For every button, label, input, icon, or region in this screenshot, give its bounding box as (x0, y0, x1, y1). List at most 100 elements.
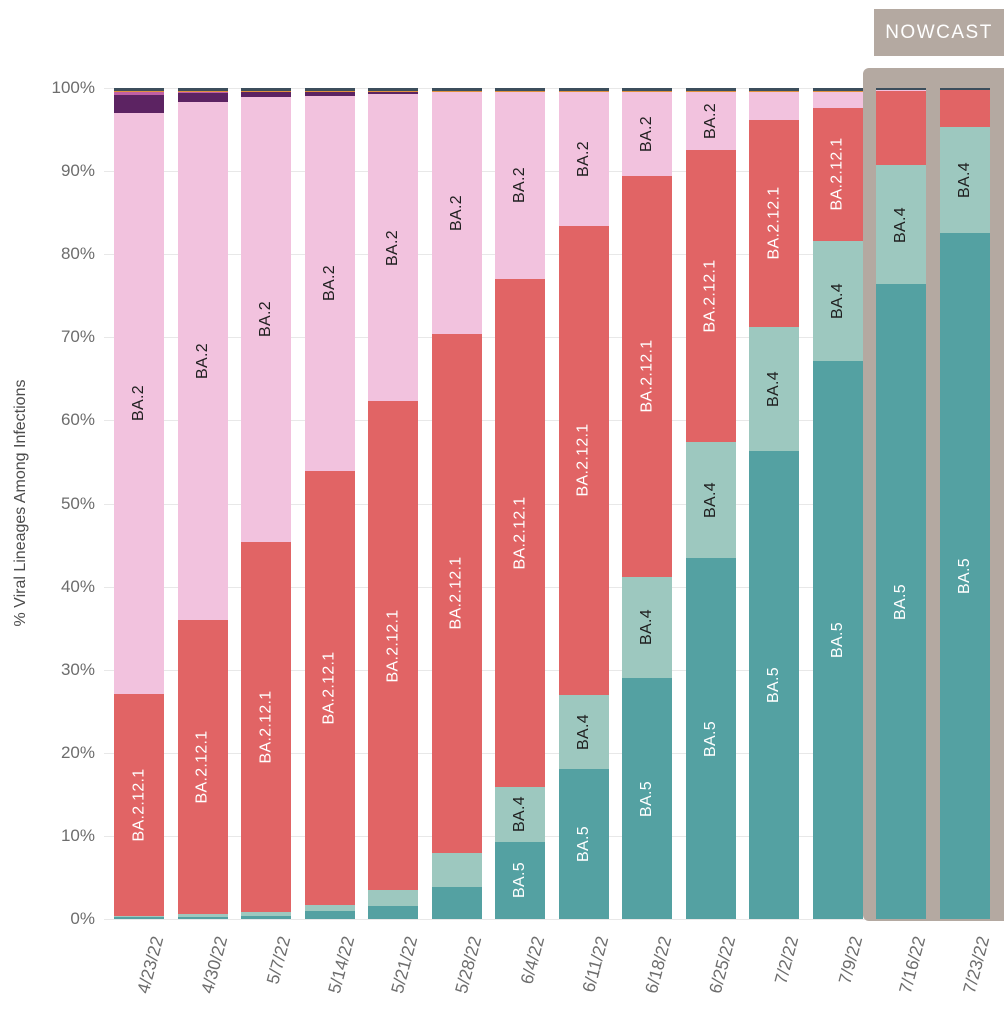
segment-B.1.617.2[interactable] (431, 90, 482, 92)
segment-B.1.617.2[interactable] (685, 90, 736, 92)
segment-BA.2.12.1[interactable]: BA.2.12.1 (304, 471, 355, 905)
segment-BA.4[interactable]: BA.4 (749, 327, 800, 452)
segment-B.1.617.2[interactable] (622, 90, 673, 92)
segment-BA.2[interactable]: BA.2 (495, 91, 546, 280)
segment-Other[interactable] (368, 88, 419, 91)
segment-BA.5[interactable] (304, 910, 355, 919)
segment-Other[interactable] (114, 88, 164, 91)
segment-BA.4[interactable] (304, 904, 355, 911)
segment-BA.4[interactable]: BA.4 (558, 694, 609, 770)
segment-B.1.1.529[interactable] (241, 91, 292, 93)
segment-BA.5[interactable]: BA.5 (812, 360, 863, 919)
segment-BA.2[interactable]: BA.2 (114, 112, 164, 694)
segment-Other[interactable] (431, 88, 482, 91)
segment-BA.2.12.1[interactable]: BA.2.12.1 (241, 541, 292, 913)
segment-BA.4[interactable] (368, 889, 419, 906)
segment-B.1.617.2[interactable] (812, 90, 863, 92)
segment-label: BA.2.12.1 (638, 339, 656, 413)
segment-BA.4[interactable] (114, 915, 164, 918)
segment-B.1.617.2[interactable] (749, 90, 800, 92)
segment-BA.2.12.1[interactable]: BA.2.12.1 (495, 279, 546, 787)
segment-BA.1.1[interactable] (114, 94, 164, 113)
segment-Other[interactable] (876, 88, 927, 90)
gridline-100 (104, 88, 1004, 89)
segment-BA.2[interactable]: BA.2 (622, 91, 673, 177)
segment-BA.4[interactable] (241, 912, 292, 916)
segment-BA.2[interactable]: BA.2 (241, 97, 292, 542)
segment-Other[interactable] (685, 88, 736, 91)
segment-BA.2.12.1[interactable]: BA.2.12.1 (114, 693, 164, 916)
segment-label: BA.2 (447, 195, 465, 232)
segment-BA.5[interactable]: BA.5 (622, 678, 673, 919)
segment-B.1.1.529[interactable] (177, 91, 228, 94)
segment-Other[interactable] (812, 88, 863, 91)
segment-B.1.1.529[interactable] (304, 91, 355, 93)
segment-BA.2[interactable] (876, 89, 927, 92)
segment-BA.1.1[interactable] (304, 92, 355, 96)
segment-Other[interactable] (939, 88, 990, 90)
segment-BA.2.12.1[interactable]: BA.2.12.1 (749, 119, 800, 328)
segment-BA.1.1[interactable] (431, 91, 482, 93)
segment-B.1.1.529[interactable] (114, 92, 164, 95)
segment-BA.2[interactable]: BA.2 (431, 92, 482, 334)
segment-label: BA.4 (955, 162, 973, 199)
segment-BA.2[interactable] (749, 91, 800, 120)
segment-Other[interactable] (241, 88, 292, 91)
segment-BA.2.12.1[interactable]: BA.2.12.1 (558, 225, 609, 695)
segment-Other[interactable] (622, 88, 673, 91)
segment-BA.4[interactable]: BA.4 (685, 442, 736, 559)
segment-BA.2.12.1[interactable]: BA.2.12.1 (622, 176, 673, 577)
segment-BA.5[interactable] (114, 917, 164, 919)
segment-Other[interactable] (304, 88, 355, 91)
bar-6/18/22: BA.5 BA.4 BA.2.12.1 BA.2 (622, 88, 673, 919)
segment-BA.1.1[interactable] (241, 92, 292, 98)
segment-BA.2.12.1[interactable]: BA.2.12.1 (685, 150, 736, 443)
segment-B.1.617.2[interactable] (177, 90, 228, 92)
segment-BA.4[interactable]: BA.4 (622, 576, 673, 679)
segment-BA.5[interactable]: BA.5 (749, 451, 800, 919)
segment-BA.2[interactable]: BA.2 (368, 93, 419, 402)
segment-BA.2[interactable]: BA.2 (304, 95, 355, 472)
segment-BA.5[interactable]: BA.5 (685, 558, 736, 919)
segment-BA.2.12.1[interactable] (939, 89, 990, 128)
segment-BA.4[interactable] (177, 914, 228, 917)
segment-BA.2[interactable]: BA.2 (558, 91, 609, 226)
segment-B.1.617.2[interactable] (368, 90, 419, 92)
segment-BA.5[interactable]: BA.5 (558, 769, 609, 919)
segment-B.1.617.2[interactable] (304, 90, 355, 92)
segment-BA.4[interactable]: BA.4 (876, 165, 927, 285)
segment-B.1.617.2[interactable] (114, 90, 164, 93)
segment-BA.5[interactable]: BA.5 (939, 233, 990, 919)
segment-label: BA.2.12.1 (447, 556, 465, 630)
segment-BA.2[interactable]: BA.2 (685, 91, 736, 151)
segment-BA.2.12.1[interactable]: BA.2.12.1 (177, 619, 228, 915)
segment-BA.5[interactable] (368, 905, 419, 919)
segment-BA.2.12.1[interactable]: BA.2.12.1 (431, 334, 482, 853)
segment-BA.2.12.1[interactable]: BA.2.12.1 (812, 107, 863, 241)
segment-BA.4[interactable]: BA.4 (495, 786, 546, 842)
segment-Other[interactable] (495, 88, 546, 91)
segment-BA.4[interactable]: BA.4 (812, 240, 863, 361)
bar-6/4/22: BA.5 BA.4 BA.2.12.1 BA.2 (495, 88, 546, 919)
segment-BA.5[interactable] (431, 886, 482, 919)
segment-B.1.617.2[interactable] (558, 90, 609, 92)
segment-BA.5[interactable]: BA.5 (495, 841, 546, 919)
segment-BA.2[interactable]: BA.2 (177, 102, 228, 620)
segment-BA.2[interactable] (812, 91, 863, 108)
segment-Other[interactable] (749, 88, 800, 91)
segment-BA.4[interactable]: BA.4 (939, 127, 990, 234)
segment-B.1.1.529[interactable] (368, 91, 419, 93)
segment-BA.4[interactable] (431, 852, 482, 887)
x-tick-label-7/9/22: 7/9/22 (834, 934, 867, 987)
segment-BA.5[interactable]: BA.5 (876, 284, 927, 919)
segment-BA.5[interactable] (241, 915, 292, 919)
segment-Other[interactable] (177, 88, 228, 91)
segment-BA.1.1[interactable] (177, 93, 228, 103)
segment-B.1.617.2[interactable] (241, 90, 292, 92)
segment-BA.2.12.1[interactable] (876, 91, 927, 166)
segment-B.1.617.2[interactable] (495, 90, 546, 92)
segment-BA.1.1[interactable] (368, 92, 419, 94)
segment-BA.2.12.1[interactable]: BA.2.12.1 (368, 401, 419, 890)
segment-Other[interactable] (558, 88, 609, 91)
segment-BA.5[interactable] (177, 916, 228, 919)
